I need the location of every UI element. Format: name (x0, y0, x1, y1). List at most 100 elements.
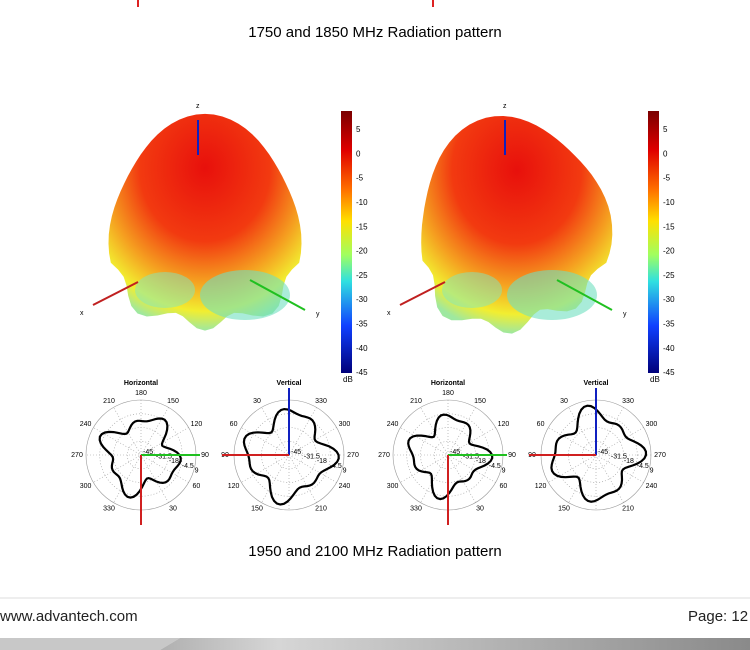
colorbar-tick: -5 (663, 174, 671, 183)
polar-radius: 9 (343, 468, 347, 475)
polar-angle: 300 (387, 483, 399, 490)
y-axis (556, 279, 613, 311)
polar-angle: 270 (378, 452, 390, 459)
polar-radius: -31.5 (156, 454, 172, 461)
colorbar-tick: -20 (663, 247, 675, 256)
colorbar-tick: 0 (663, 149, 668, 158)
x-axis (399, 281, 446, 306)
polar-radius: -31.5 (304, 454, 320, 461)
polar-title: Horizontal (124, 380, 158, 387)
colorbar-tick: -30 (663, 295, 675, 304)
footer-page: Page: 12 (688, 608, 748, 625)
polar-radius: -18 (624, 458, 634, 465)
content: zx y50-5-10-15-20-25-30-35-40-45dBHorizon… (71, 103, 675, 525)
polar-angle: 150 (474, 398, 486, 405)
polar-angle: 180 (135, 390, 147, 397)
polar-angle: 30 (169, 506, 177, 513)
polar-angle: 120 (535, 483, 547, 490)
polar-radius: 9 (195, 468, 199, 475)
polar-radius: -45 (598, 449, 608, 456)
polar-angle: 180 (442, 390, 454, 397)
polar-angle: 150 (558, 506, 570, 513)
colorbar-tick: -15 (663, 222, 675, 231)
polar-angle: 30 (476, 506, 484, 513)
colorbar-tick: -10 (356, 198, 368, 207)
footer-bar (160, 638, 750, 650)
axis-label: x (387, 310, 391, 317)
colorbar-tick: -10 (663, 198, 675, 207)
polar-angle: 300 (646, 421, 658, 428)
colorbar-tick: -40 (663, 344, 675, 353)
polar-angle: 30 (253, 398, 261, 405)
polar-angle: 300 (339, 421, 351, 428)
polar-radius: -18 (317, 458, 327, 465)
pattern-cut (98, 417, 182, 499)
colorbar-tick: -30 (356, 295, 368, 304)
polar-radius: -31.5 (463, 454, 479, 461)
polar-angle: 210 (103, 398, 115, 405)
polar-angle: 210 (315, 506, 327, 513)
caption: 1750 and 1850 MHz Radiation pattern (248, 24, 502, 41)
polar-radius: -4.5 (330, 463, 342, 470)
footer-bar (0, 638, 180, 650)
polar-title: Vertical (277, 380, 302, 387)
polar-radius: -18 (476, 458, 486, 465)
axis-label: y (623, 311, 627, 318)
colorbar-tick: -15 (356, 222, 368, 231)
pattern-shade (507, 270, 597, 320)
polar-radius: -4.5 (637, 463, 649, 470)
colorbar-tick: -35 (663, 320, 675, 329)
polar-angle: 120 (191, 421, 203, 428)
polar-angle: 150 (251, 506, 263, 513)
polar-angle: 270 (347, 452, 359, 459)
polar-angle: 330 (103, 506, 115, 513)
colorbar-tick: -45 (663, 368, 675, 377)
polar-angle: 60 (537, 421, 545, 428)
polar-title: Horizontal (431, 380, 465, 387)
polar-radius: -45 (291, 449, 301, 456)
polar-angle: 330 (410, 506, 422, 513)
polar-angle: 90 (508, 452, 516, 459)
polar-radius: -18 (169, 458, 179, 465)
polar-angle: 120 (498, 421, 510, 428)
polar-angle: 270 (71, 452, 83, 459)
polar-angle: 120 (228, 483, 240, 490)
colorbar-tick: 5 (663, 125, 668, 134)
colorbar-tick: 5 (356, 125, 361, 134)
polar-angle: 240 (80, 421, 92, 428)
polar-angle: 60 (230, 421, 238, 428)
polar-angle: 210 (410, 398, 422, 405)
polar-radius: -31.5 (611, 454, 627, 461)
colorbar-tick: -45 (356, 368, 368, 377)
polar-title: Vertical (584, 380, 609, 387)
x-axis (92, 281, 139, 306)
pattern-shade (135, 272, 195, 308)
polar-angle: 240 (387, 421, 399, 428)
polar-angle: 300 (80, 483, 92, 490)
colorbar (648, 111, 659, 373)
footer-url: www.advantech.com (0, 608, 138, 625)
colorbar-tick: -25 (663, 271, 675, 280)
pattern-cut (407, 413, 494, 501)
colorbar-unit: dB (343, 375, 353, 384)
y-axis (249, 279, 306, 311)
colorbar (341, 111, 352, 373)
polar-radius: 9 (502, 468, 506, 475)
polar-angle: 150 (167, 398, 179, 405)
pattern-cut (242, 407, 340, 506)
polar-angle: 30 (560, 398, 568, 405)
polar-radius: -4.5 (489, 463, 501, 470)
polar-radius: -4.5 (182, 463, 194, 470)
colorbar-tick: -20 (356, 247, 368, 256)
polar-angle: 330 (315, 398, 327, 405)
colorbar-tick: -35 (356, 320, 368, 329)
polar-radius: -45 (450, 449, 460, 456)
pattern-shade (200, 270, 290, 320)
pattern-shade (442, 272, 502, 308)
colorbar-tick: -25 (356, 271, 368, 280)
polar-angle: 210 (622, 506, 634, 513)
colorbar-tick: 0 (356, 149, 361, 158)
polar-angle: 60 (193, 483, 201, 490)
colorbar-tick: -5 (356, 174, 364, 183)
polar-angle: 240 (339, 483, 351, 490)
